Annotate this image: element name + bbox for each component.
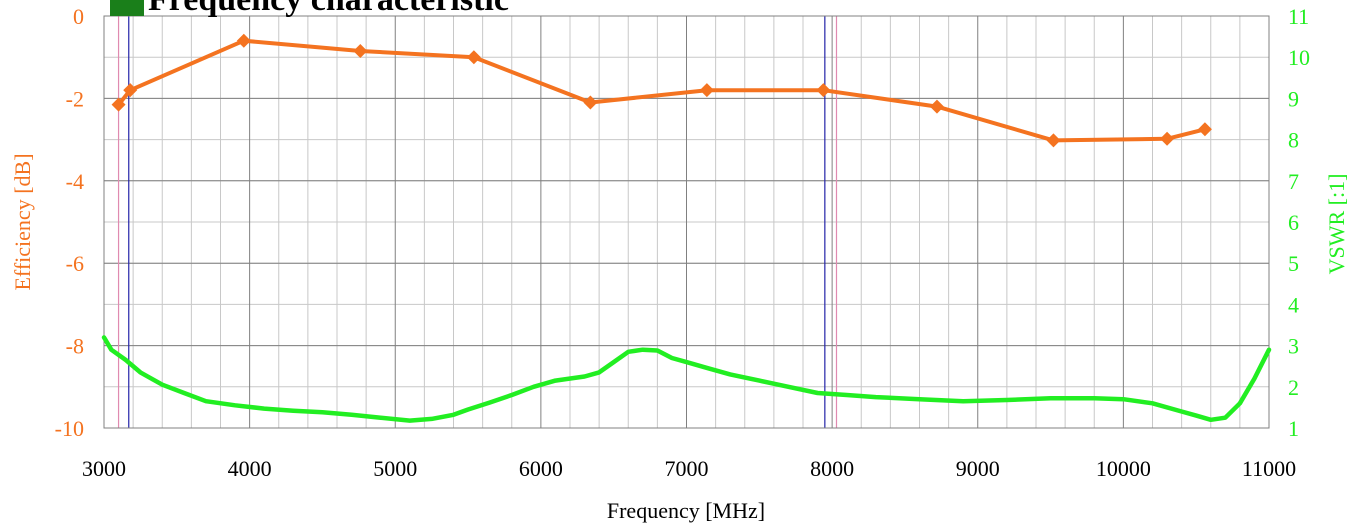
vswr-line [101, 335, 1272, 423]
y-right-tick-label: 9 [1288, 86, 1299, 111]
y-right-tick-label: 3 [1288, 334, 1299, 359]
efficiency-point [816, 83, 831, 98]
x-axis-label: Frequency [MHz] [607, 498, 765, 523]
y-left-tick-label: -2 [66, 86, 84, 111]
y-right-tick-label: 2 [1288, 375, 1299, 400]
y-right-tick-label: 4 [1288, 292, 1299, 317]
y-left-tick-labels: 0 -2 -4 -6 -8 -10 [55, 4, 84, 441]
y-right-tick-label: 11 [1288, 4, 1309, 29]
efficiency-point [111, 97, 126, 112]
efficiency-line [116, 38, 1207, 143]
y-left-tick-label: -6 [66, 251, 84, 276]
efficiency-point [699, 83, 714, 98]
y-right-tick-label: 7 [1288, 169, 1299, 194]
efficiency-point [1197, 122, 1212, 137]
efficiency-point [123, 83, 138, 98]
x-tick-label: 7000 [665, 456, 709, 481]
y-left-tick-label: -10 [55, 416, 84, 441]
x-tick-label: 11000 [1242, 456, 1296, 481]
efficiency-point [466, 50, 481, 65]
plot-border [103, 15, 1270, 429]
chart-title: Frequency characteristic [148, 0, 509, 18]
efficiency-point [1046, 133, 1061, 148]
y-right-tick-label: 5 [1288, 251, 1299, 276]
efficiency-point [1160, 131, 1175, 146]
x-tick-label: 5000 [373, 456, 417, 481]
x-tick-labels: 3000 4000 5000 6000 7000 8000 9000 10000 11000 [82, 456, 1296, 481]
efficiency-point [583, 95, 598, 110]
x-tick-label: 10000 [1096, 456, 1151, 481]
y-left-tick-label: 0 [73, 4, 84, 29]
x-tick-label: 8000 [810, 456, 854, 481]
x-tick-label: 4000 [228, 456, 272, 481]
y-right-tick-label: 1 [1288, 416, 1299, 441]
efficiency-series [111, 33, 1212, 148]
x-tick-label: 9000 [956, 456, 1000, 481]
x-tick-label: 6000 [519, 456, 563, 481]
x-tick-label: 3000 [82, 456, 126, 481]
efficiency-point [353, 44, 368, 59]
y-right-tick-labels: 11 10 9 8 7 6 5 4 3 2 1 [1288, 4, 1310, 441]
y-left-tick-label: -4 [66, 169, 84, 194]
efficiency-point [929, 99, 944, 114]
y-left-axis-label: Efficiency [dB] [10, 153, 35, 290]
title-marker [110, 0, 144, 16]
efficiency-point [236, 33, 251, 48]
y-right-tick-label: 6 [1288, 210, 1299, 235]
vswr-series [101, 335, 1272, 423]
y-right-tick-label: 10 [1288, 45, 1310, 70]
y-left-tick-label: -8 [66, 334, 84, 359]
y-right-tick-label: 8 [1288, 128, 1299, 153]
y-right-axis-label: VSWR [:1] [1324, 174, 1349, 275]
